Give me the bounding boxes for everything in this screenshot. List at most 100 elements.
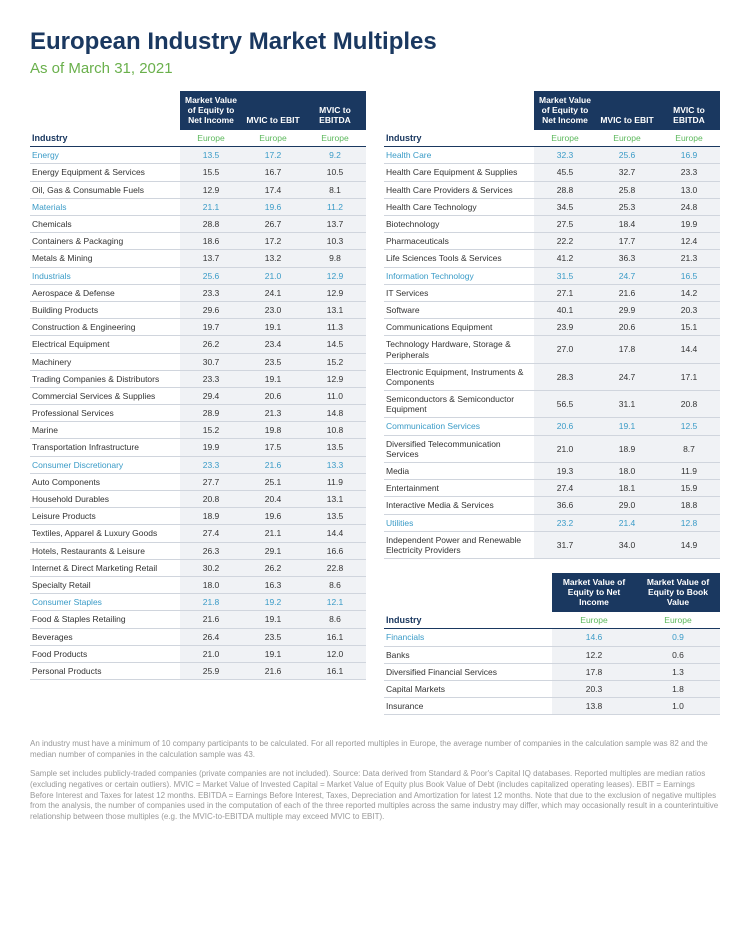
- industry-name: Oil, Gas & Consumable Fuels: [30, 181, 180, 198]
- metric-value: 18.4: [596, 216, 658, 233]
- metric-value: 13.5: [180, 147, 242, 164]
- metric-value: 41.2: [534, 250, 596, 267]
- metric-value: 12.9: [304, 284, 366, 301]
- region-label: Europe: [304, 130, 366, 147]
- industry-name: Auto Components: [30, 473, 180, 490]
- col-header-mvic-ebit: MVIC to EBIT: [596, 91, 658, 130]
- region-label: Europe: [658, 130, 720, 147]
- table-row: Specialty Retail18.016.38.6: [30, 576, 366, 593]
- industry-name: Chemicals: [30, 216, 180, 233]
- metric-value: 8.6: [304, 576, 366, 593]
- col-header-mv-bv: Market Value of Equity to Book Value: [636, 573, 720, 612]
- industry-name: Diversified Financial Services: [384, 663, 552, 680]
- metric-value: 29.1: [242, 542, 304, 559]
- metric-value: 22.8: [304, 559, 366, 576]
- metric-value: 23.3: [180, 370, 242, 387]
- metric-value: 10.3: [304, 233, 366, 250]
- metric-value: 16.5: [658, 267, 720, 284]
- metric-value: 29.6: [180, 301, 242, 318]
- metric-value: 19.1: [242, 611, 304, 628]
- industry-name: Health Care Technology: [384, 198, 534, 215]
- industry-name: Food Products: [30, 645, 180, 662]
- table-row: Consumer Staples21.819.212.1: [30, 594, 366, 611]
- metric-value: 21.0: [242, 267, 304, 284]
- metric-value: 26.3: [180, 542, 242, 559]
- metric-value: 28.8: [534, 181, 596, 198]
- industry-name: Health Care: [384, 147, 534, 164]
- metric-value: 0.9: [636, 629, 720, 646]
- industry-name: Transportation Infrastructure: [30, 439, 180, 456]
- metric-value: 29.0: [596, 497, 658, 514]
- metric-value: 21.3: [242, 405, 304, 422]
- metric-value: 11.9: [658, 463, 720, 480]
- table-row: Health Care32.325.616.9: [384, 147, 720, 164]
- metric-value: 31.5: [534, 267, 596, 284]
- financials-table: Industry Market Value of Equity to Net I…: [384, 573, 720, 715]
- metric-value: 13.8: [552, 698, 636, 715]
- metric-value: 30.2: [180, 559, 242, 576]
- metric-value: 12.0: [304, 645, 366, 662]
- region-label: Europe: [552, 612, 636, 629]
- industry-name: Building Products: [30, 301, 180, 318]
- metric-value: 10.5: [304, 164, 366, 181]
- table-row: Biotechnology27.518.419.9: [384, 216, 720, 233]
- metric-value: 12.4: [658, 233, 720, 250]
- table-row: Auto Components27.725.111.9: [30, 473, 366, 490]
- metric-value: 14.5: [304, 336, 366, 353]
- col-header-mvic-ebitda: MVIC to EBITDA: [658, 91, 720, 130]
- metric-value: 32.7: [596, 164, 658, 181]
- metric-value: 10.8: [304, 422, 366, 439]
- table-row: IT Services27.121.614.2: [384, 284, 720, 301]
- page-subtitle: As of March 31, 2021: [30, 60, 720, 77]
- metric-value: 18.9: [596, 435, 658, 462]
- metric-value: 27.5: [534, 216, 596, 233]
- col-header-mv-ni: Market Value of Equity to Net Income: [180, 91, 242, 130]
- table-row: Diversified Financial Services17.81.3: [384, 663, 720, 680]
- metric-value: 29.4: [180, 387, 242, 404]
- metric-value: 19.2: [242, 594, 304, 611]
- metric-value: 1.8: [636, 681, 720, 698]
- metric-value: 13.7: [304, 216, 366, 233]
- region-label: Europe: [180, 130, 242, 147]
- metric-value: 17.4: [242, 181, 304, 198]
- industry-name: Financials: [384, 629, 552, 646]
- metric-value: 19.9: [180, 439, 242, 456]
- table-row: Life Sciences Tools & Services41.236.321…: [384, 250, 720, 267]
- metric-value: 25.9: [180, 662, 242, 679]
- metric-value: 23.3: [658, 164, 720, 181]
- metric-value: 24.7: [596, 363, 658, 390]
- tables-container: Industry Market Value of Equity to Net I…: [30, 91, 720, 729]
- metric-value: 16.1: [304, 662, 366, 679]
- table-row: Entertainment27.418.115.9: [384, 480, 720, 497]
- industry-name: Energy Equipment & Services: [30, 164, 180, 181]
- left-column: Industry Market Value of Equity to Net I…: [30, 91, 366, 729]
- metric-value: 19.1: [242, 370, 304, 387]
- metric-value: 14.2: [658, 284, 720, 301]
- industry-name: Electrical Equipment: [30, 336, 180, 353]
- table-row: Electrical Equipment26.223.414.5: [30, 336, 366, 353]
- metric-value: 27.4: [534, 480, 596, 497]
- metric-value: 26.2: [242, 559, 304, 576]
- metric-value: 18.9: [180, 508, 242, 525]
- table-row: Consumer Discretionary23.321.613.3: [30, 456, 366, 473]
- metric-value: 36.6: [534, 497, 596, 514]
- metric-value: 17.1: [658, 363, 720, 390]
- metric-value: 17.2: [242, 147, 304, 164]
- table-row: Hotels, Restaurants & Leisure26.329.116.…: [30, 542, 366, 559]
- metric-value: 12.5: [658, 418, 720, 435]
- table-row: Chemicals28.826.713.7: [30, 216, 366, 233]
- metric-value: 23.0: [242, 301, 304, 318]
- metric-value: 18.0: [180, 576, 242, 593]
- metric-value: 13.5: [304, 508, 366, 525]
- metric-value: 13.2: [242, 250, 304, 267]
- industry-name: Communication Services: [384, 418, 534, 435]
- table-row: Trading Companies & Distributors23.319.1…: [30, 370, 366, 387]
- metric-value: 18.0: [596, 463, 658, 480]
- table-row: Utilities23.221.412.8: [384, 514, 720, 531]
- metric-value: 14.9: [658, 531, 720, 558]
- industry-name: Metals & Mining: [30, 250, 180, 267]
- industry-name: Life Sciences Tools & Services: [384, 250, 534, 267]
- metric-value: 17.2: [242, 233, 304, 250]
- metric-value: 21.0: [534, 435, 596, 462]
- table-row: Information Technology31.524.716.5: [384, 267, 720, 284]
